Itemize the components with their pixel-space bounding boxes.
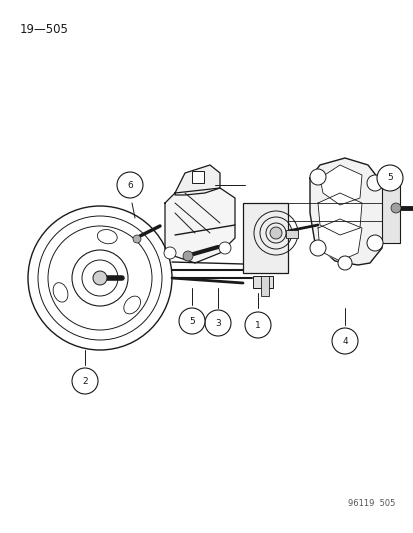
Circle shape <box>366 235 382 251</box>
Text: 5: 5 <box>386 174 392 182</box>
Circle shape <box>183 251 192 261</box>
Circle shape <box>133 235 141 243</box>
Text: 19—505: 19—505 <box>20 23 69 36</box>
Bar <box>260 276 268 296</box>
Circle shape <box>269 227 281 239</box>
Circle shape <box>390 203 400 213</box>
Polygon shape <box>319 165 361 205</box>
Text: 96119  505: 96119 505 <box>347 499 394 508</box>
Text: 3: 3 <box>215 319 221 327</box>
Circle shape <box>337 256 351 270</box>
Bar <box>242 203 287 273</box>
Polygon shape <box>317 219 361 261</box>
Polygon shape <box>317 193 361 235</box>
Polygon shape <box>165 188 235 263</box>
Polygon shape <box>309 158 384 265</box>
Ellipse shape <box>123 296 140 314</box>
Polygon shape <box>175 165 219 195</box>
Circle shape <box>72 368 98 394</box>
Text: 4: 4 <box>342 336 347 345</box>
Circle shape <box>93 271 107 285</box>
Circle shape <box>164 247 176 259</box>
Circle shape <box>244 312 271 338</box>
Bar <box>252 276 272 288</box>
Text: 2: 2 <box>82 376 88 385</box>
Circle shape <box>178 308 204 334</box>
Circle shape <box>376 165 402 191</box>
Ellipse shape <box>97 230 117 244</box>
Circle shape <box>117 172 142 198</box>
Circle shape <box>366 175 382 191</box>
Circle shape <box>309 169 325 185</box>
Text: 5: 5 <box>189 317 195 326</box>
Text: 1: 1 <box>254 320 260 329</box>
Ellipse shape <box>53 282 68 302</box>
Circle shape <box>218 242 230 254</box>
Bar <box>285 230 297 238</box>
Circle shape <box>204 310 230 336</box>
Circle shape <box>309 240 325 256</box>
Text: 6: 6 <box>127 181 133 190</box>
Bar <box>381 175 399 243</box>
Bar <box>192 171 204 183</box>
Circle shape <box>331 328 357 354</box>
